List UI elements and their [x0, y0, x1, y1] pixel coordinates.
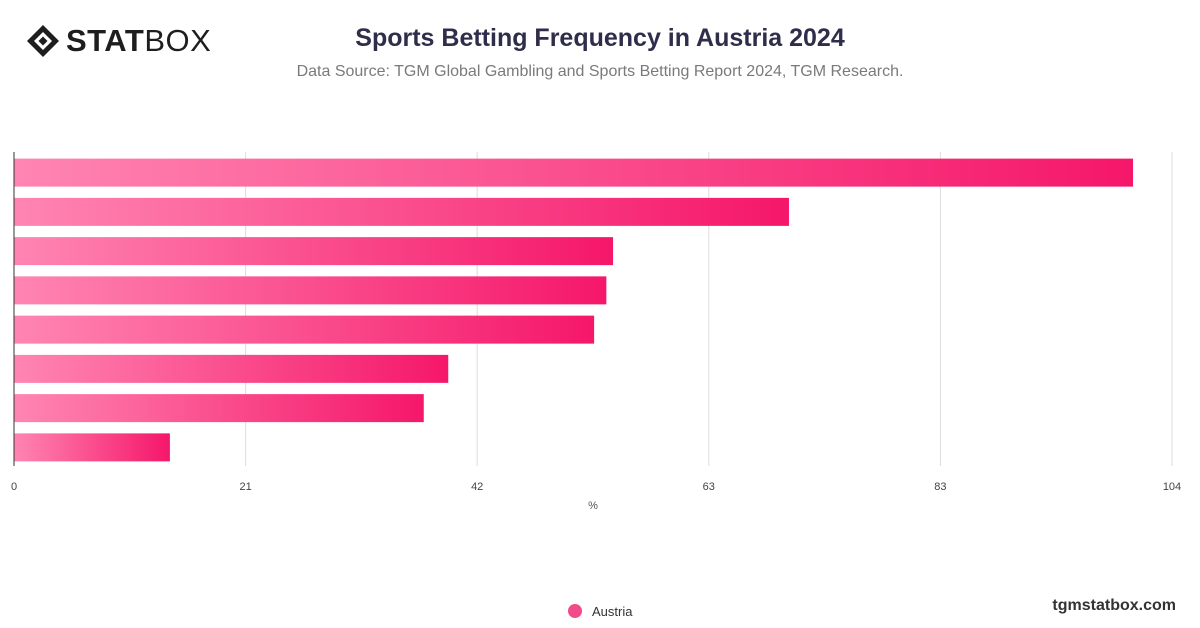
bar-1[interactable] [14, 158, 1134, 187]
chart-title: Sports Betting Frequency in Austria 2024 [355, 24, 845, 52]
axes: 0 21 42 63 83 104 [11, 152, 1181, 493]
x-axis-title: % [588, 500, 598, 512]
bar-chart: 0 21 42 63 83 104 % [11, 152, 1181, 512]
legend-label: Austria [592, 603, 633, 619]
legend[interactable]: Austria [568, 602, 632, 620]
footer-website: tgmstatbox.com [1052, 597, 1176, 614]
chart-subtitle: Data Source: TGM Global Gambling and Spo… [296, 63, 904, 80]
x-tick-label: 63 [703, 481, 715, 493]
bar-7[interactable] [14, 394, 424, 423]
statbox-diamond-icon [27, 25, 59, 57]
bars [14, 158, 1134, 462]
bar-3[interactable] [14, 237, 614, 266]
legend-marker [568, 604, 582, 618]
x-tick-label: 0 [11, 481, 17, 493]
bar-5[interactable] [14, 315, 595, 344]
x-tick-label: 104 [1163, 481, 1181, 493]
bar-6[interactable] [14, 354, 449, 383]
bar-4[interactable] [14, 276, 607, 305]
bar-8[interactable] [14, 433, 170, 462]
x-tick-label: 21 [239, 481, 251, 493]
logo-wordmark: STATBOX [66, 24, 211, 58]
logo-wordmark-bold: STAT [66, 23, 145, 58]
logo-wordmark-light: BOX [144, 23, 212, 58]
bar-2[interactable] [14, 197, 789, 226]
x-tick-label: 83 [934, 481, 946, 493]
x-tick-label: 42 [471, 481, 483, 493]
statbox-logo: STATBOX [26, 24, 211, 58]
